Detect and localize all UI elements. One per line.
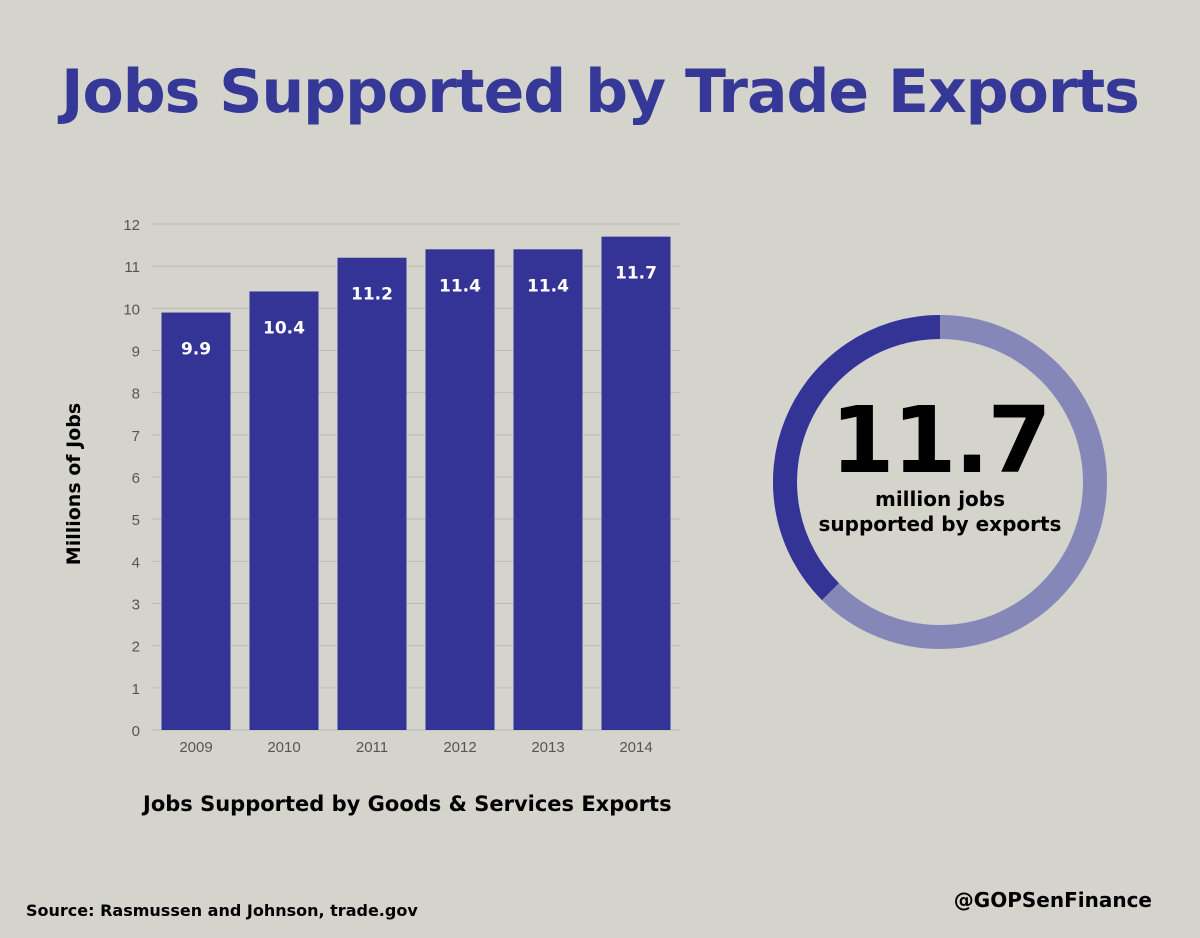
donut-center-label-line-2: supported by exports [818,512,1062,536]
bar-data-label: 11.2 [351,285,393,305]
donut-chart [773,315,1107,649]
x-tick-label: 2012 [443,739,476,756]
y-tick-label: 6 [132,470,140,487]
bar-data-label: 11.7 [615,264,657,284]
y-tick-label: 8 [132,386,140,403]
bars: 9.9 10.4 11.2 11.4 11.4 11.7 [161,236,671,731]
y-tick-label: 9 [132,344,140,361]
chart-caption: Jobs Supported by Goods & Services Expor… [143,792,672,816]
y-tick-label: 11 [124,259,140,276]
donut-center-value: 11.7 [830,387,1052,494]
twitter-handle: @GOPSenFinance [953,888,1152,912]
bar-data-label: 10.4 [263,318,305,338]
donut-center-text: 11.7 million jobs supported by exports [790,395,1090,537]
bar-data-label: 11.4 [439,276,481,296]
bar [601,236,671,730]
x-axis-ticks: 2009 2010 2011 2012 2013 2014 [179,739,652,756]
bar [249,291,319,730]
bar-data-label: 11.4 [527,276,569,296]
y-tick-label: 7 [132,428,140,445]
y-tick-label: 5 [132,512,140,529]
source-note: Source: Rasmussen and Johnson, trade.gov [26,901,418,920]
y-tick-label: 10 [123,301,140,318]
y-tick-label: 4 [132,554,140,571]
bar-data-label: 9.9 [181,340,211,360]
bar [513,249,583,731]
page-title: Jobs Supported by Trade Exports [61,57,1140,127]
x-tick-label: 2014 [619,739,652,756]
y-tick-label: 3 [132,597,140,614]
bar [425,249,495,731]
bar [161,312,231,730]
y-tick-label: 1 [132,681,140,698]
y-tick-label: 0 [132,723,140,740]
gridlines [152,223,680,731]
x-tick-label: 2013 [531,739,564,756]
bar [337,257,407,730]
y-tick-label: 2 [132,639,140,656]
x-tick-label: 2009 [179,739,212,756]
y-axis-label: Millions of Jobs [63,402,85,566]
x-tick-label: 2010 [267,739,300,756]
x-tick-label: 2011 [356,739,388,756]
donut-filled-segment [773,315,941,601]
y-tick-label: 12 [123,217,140,234]
donut-center-label-line-1: million jobs [874,487,1006,511]
